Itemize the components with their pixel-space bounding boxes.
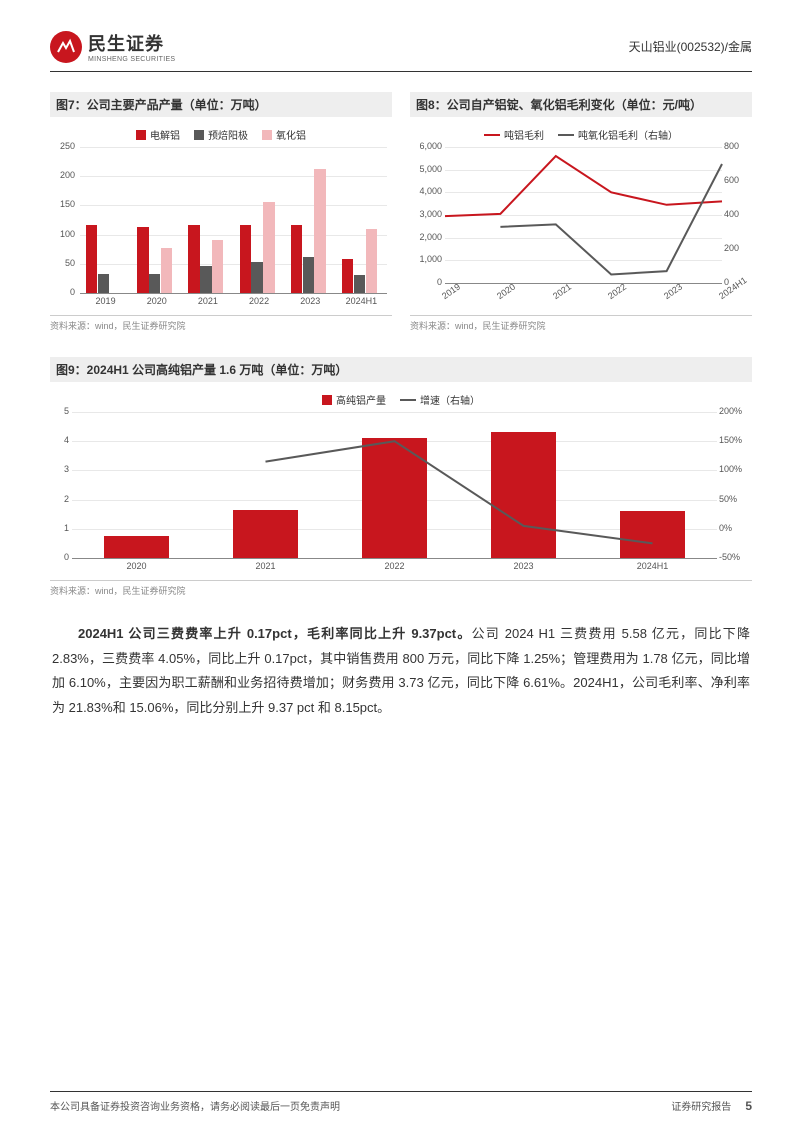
chart-7-bar [188,225,199,293]
page-number: 5 [745,1099,752,1113]
chart-7-bar [240,225,251,293]
chart-7-bar [137,227,148,293]
chart-7-legend: 电解铝预焙阳极氧化铝 [50,123,392,146]
chart-7-bar [251,262,262,293]
chart-7-bar [303,257,314,293]
chart-7-bar [342,259,353,293]
footer-disclaimer: 本公司具备证券投资咨询业务资格，请务必阅读最后一页免责声明 [50,1098,340,1113]
chart-9: 图9：2024H1 公司高纯铝产量 1.6 万吨（单位：万吨） 高纯铝产量增速（… [50,357,752,597]
body-lead: 2024H1 公司三费费率上升 0.17pct，毛利率同比上升 9.37pct。 [78,626,472,641]
chart-7-source: 资料来源：wind，民生证券研究院 [50,315,392,332]
page-header: 民生证券 MINSHENG SECURITIES 天山铝业(002532)/金属 [50,30,752,72]
chart-7-bar [366,229,377,293]
page-footer: 本公司具备证券投资咨询业务资格，请务必阅读最后一页免责声明 证券研究报告 5 [50,1091,752,1113]
header-stock-info: 天山铝业(002532)/金属 [629,38,752,55]
chart-8-title: 图8：公司自产铝锭、氧化铝毛利变化（单位：元/吨） [410,92,752,117]
logo-text-en: MINSHENG SECURITIES [88,56,175,63]
chart-7-bar [161,248,172,293]
chart-7-bar [354,275,365,293]
chart-9-source: 资料来源：wind，民生证券研究院 [50,580,752,597]
chart-7-bar [98,274,109,293]
chart-7: 图7：公司主要产品产量（单位：万吨） 电解铝预焙阳极氧化铝05010015020… [50,92,392,332]
chart-8-source: 资料来源：wind，民生证券研究院 [410,315,752,332]
chart-9-title: 图9：2024H1 公司高纯铝产量 1.6 万吨（单位：万吨） [50,357,752,382]
chart-7-bar [86,225,97,293]
chart-7-bar [263,202,274,293]
chart-7-bar [314,169,325,293]
chart-7-bar [212,240,223,293]
chart-7-bar [291,225,302,293]
logo: 民生证券 MINSHENG SECURITIES [50,30,175,63]
body-paragraph: 2024H1 公司三费费率上升 0.17pct，毛利率同比上升 9.37pct。… [50,622,752,721]
chart-7-bar [149,274,160,293]
chart-7-bar [200,266,211,293]
footer-report-type: 证券研究报告 [671,1098,731,1113]
chart-8: 图8：公司自产铝锭、氧化铝毛利变化（单位：元/吨） 吨铝毛利吨氧化铝毛利（右轴）… [410,92,752,332]
chart-7-title: 图7：公司主要产品产量（单位：万吨） [50,92,392,117]
logo-text-cn: 民生证券 [88,30,175,56]
logo-icon [50,31,82,63]
